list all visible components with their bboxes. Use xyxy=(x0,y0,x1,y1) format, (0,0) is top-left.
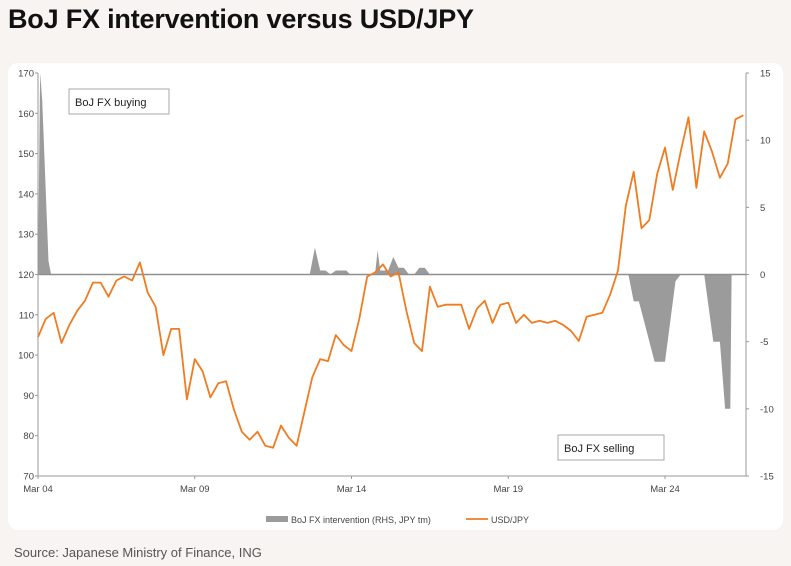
left-tick-label: 170 xyxy=(18,69,34,80)
left-tick-label: 70 xyxy=(23,472,34,483)
left-tick-label: 80 xyxy=(23,431,34,442)
legend-label-usdjpy: USD/JPY xyxy=(491,515,529,525)
right-tick-label: 15 xyxy=(760,69,771,80)
chart-title: BoJ FX intervention versus USD/JPY xyxy=(8,4,474,34)
left-tick-label: 160 xyxy=(18,109,34,120)
annotation-box-selling xyxy=(557,434,665,461)
right-tick-label: -10 xyxy=(760,404,774,415)
x-tick-label: Mar 14 xyxy=(337,484,367,495)
left-tick-label: 110 xyxy=(19,310,34,321)
right-tick-label: -5 xyxy=(760,337,768,348)
x-tick-label: Mar 24 xyxy=(650,484,680,495)
legend-swatch-intervention xyxy=(266,516,288,522)
annotation-box-buying xyxy=(68,88,170,115)
left-tick-label: 120 xyxy=(18,270,34,281)
x-tick-label: Mar 09 xyxy=(180,484,210,495)
usdjpy-line xyxy=(37,114,744,449)
left-tick-label: 130 xyxy=(18,230,34,241)
x-tick-label: Mar 19 xyxy=(493,484,523,495)
left-tick-label: 100 xyxy=(18,351,34,362)
x-tick-label: Mar 04 xyxy=(23,484,53,495)
annotation-buying: BoJ FX buying xyxy=(75,97,147,109)
left-tick-label: 90 xyxy=(23,391,34,402)
right-tick-label: -15 xyxy=(760,472,774,483)
right-tick-label: 10 xyxy=(760,136,771,147)
chart-svg: 70 80 90 100 110 120 130 140 150 160 170 -15 -10 -5 0 5… xyxy=(18,69,774,526)
chart-card: 70 80 90 100 110 120 130 140 150 160 170 -15 -10 -5 0 5… xyxy=(8,63,783,530)
right-tick-label: 0 xyxy=(760,270,765,281)
intervention-area xyxy=(38,73,732,409)
legend-label-intervention: BoJ FX intervention (RHS, JPY tm) xyxy=(291,515,431,525)
left-tick-label: 140 xyxy=(18,189,34,200)
annotation-selling: BoJ FX selling xyxy=(564,443,634,455)
right-tick-label: 5 xyxy=(760,203,765,214)
source-note: Source: Japanese Ministry of Finance, IN… xyxy=(14,545,262,560)
left-tick-label: 150 xyxy=(18,149,34,160)
